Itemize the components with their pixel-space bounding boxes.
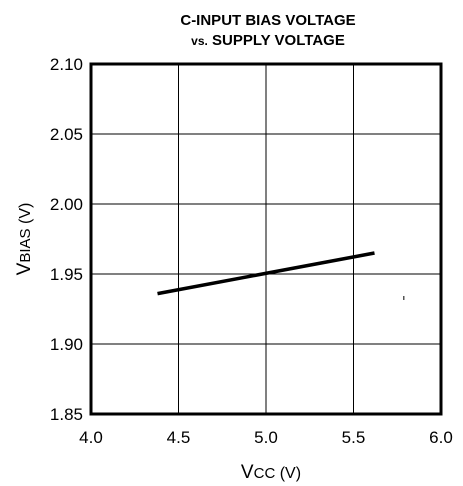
y-tick-label: 2.00 bbox=[50, 195, 83, 214]
x-tick-label: 6.0 bbox=[429, 428, 453, 447]
chart-title-line1: C-INPUT BIAS VOLTAGE bbox=[180, 12, 355, 29]
grid bbox=[91, 64, 441, 414]
series-layer bbox=[157, 251, 375, 296]
plot-frame bbox=[89, 62, 443, 416]
chart-title-line2: vs. SUPPLY VOLTAGE bbox=[191, 32, 345, 49]
stray-mark bbox=[403, 296, 405, 300]
x-axis-label-main: V bbox=[241, 462, 254, 483]
y-tick-label: 1.85 bbox=[50, 405, 83, 424]
x-axis-label: VCC (V) bbox=[241, 462, 301, 483]
y-axis-label-sub: BIAS bbox=[17, 228, 34, 262]
y-tick-label: 1.90 bbox=[50, 335, 83, 354]
y-axis-label-unit: (V) bbox=[17, 203, 34, 229]
x-tick-label: 4.0 bbox=[79, 428, 103, 447]
y-tick-label: 2.10 bbox=[50, 55, 83, 74]
chart-title-rest: SUPPLY VOLTAGE bbox=[208, 32, 345, 49]
x-tick-labels: 4.0 4.5 5.0 5.5 6.0 bbox=[79, 428, 453, 447]
y-axis-label: VBIAS (V) bbox=[14, 203, 35, 276]
x-axis-label-unit: (V) bbox=[275, 465, 301, 482]
x-axis-label-sub: CC bbox=[254, 465, 276, 482]
y-tick-label: 1.95 bbox=[50, 265, 83, 284]
series-line bbox=[157, 251, 375, 296]
y-tick-label: 2.05 bbox=[50, 125, 83, 144]
y-axis-label-main: V bbox=[14, 262, 35, 275]
x-tick-label: 5.0 bbox=[254, 428, 278, 447]
y-tick-labels: 2.10 2.05 2.00 1.95 1.90 1.85 bbox=[50, 55, 83, 424]
chart-title-vs: vs. bbox=[191, 34, 208, 48]
x-tick-label: 4.5 bbox=[167, 428, 191, 447]
x-tick-label: 5.5 bbox=[342, 428, 366, 447]
